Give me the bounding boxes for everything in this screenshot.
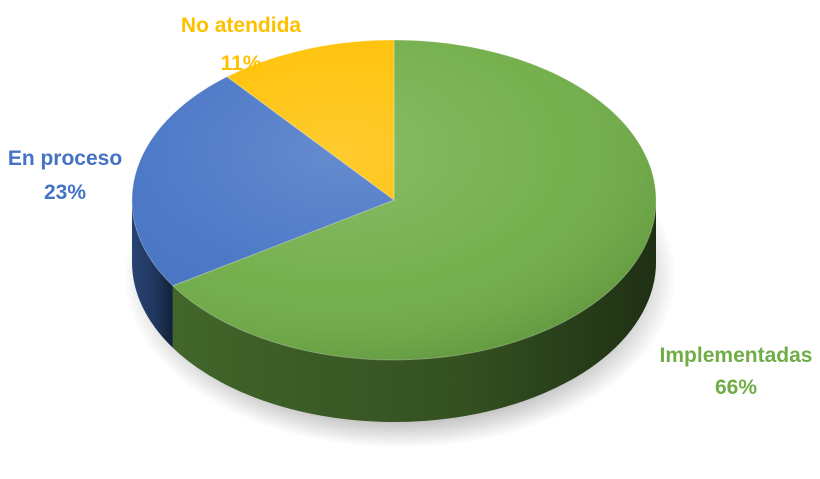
label-en-proceso-name: En proceso (8, 147, 122, 170)
label-no-atendida-name: No atendida (181, 14, 301, 37)
label-en-proceso-percent: 23% (44, 181, 86, 204)
pie-top-faces (131, 39, 657, 361)
pie-top-sheen (132, 40, 656, 360)
label-no-atendida-percent: 11% (221, 52, 262, 75)
pie-data-labels: Implementadas 66% En proceso 23% No atendida… (8, 14, 813, 399)
pie-side-shading (132, 200, 173, 348)
label-implementadas-percent: 66% (715, 376, 757, 399)
pie-side-walls (132, 200, 657, 423)
pie-side-shading (172, 200, 657, 423)
label-implementadas-name: Implementadas (660, 344, 813, 367)
